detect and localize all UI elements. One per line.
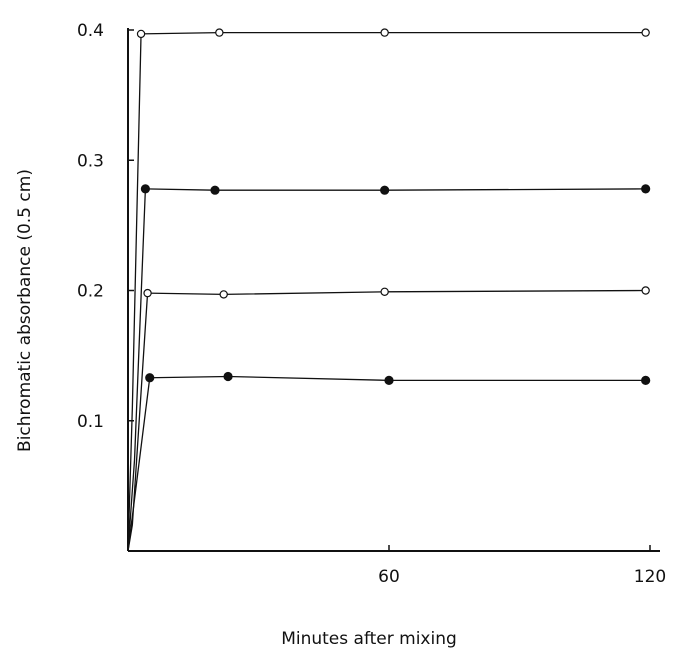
y-tick-label: 0.2 [77, 282, 104, 302]
open-point [380, 28, 389, 37]
filled-point [641, 375, 651, 385]
y-tick-label: 0.4 [77, 21, 104, 41]
x-tick-label: 120 [634, 567, 666, 587]
tick-labels: 60 120 0.1 0.2 0.3 0.4 [77, 21, 666, 587]
filled-point [380, 185, 390, 195]
filled-point [223, 371, 233, 382]
series-rise-line [127, 33, 142, 552]
y-axis-title: Bichromatic absorbance (0.5 cm) [15, 169, 35, 452]
x-axis-title: Minutes after mixing [281, 629, 457, 649]
series-rise-line [127, 188, 147, 552]
series-line [147, 289, 646, 296]
filled-point [210, 185, 220, 195]
open-point [380, 287, 389, 297]
open-point [219, 290, 228, 299]
series-3 [127, 286, 650, 552]
filled-point [641, 184, 651, 194]
open-point [641, 286, 650, 295]
x-tick-label: 60 [378, 567, 400, 587]
axes [127, 28, 660, 552]
open-point [215, 28, 224, 37]
series-line [149, 375, 646, 382]
open-point [641, 28, 650, 37]
y-tick-label: 0.1 [77, 412, 104, 432]
open-point [143, 288, 152, 298]
series-rise-line [127, 377, 151, 552]
filled-point [384, 375, 394, 385]
open-point [136, 29, 146, 39]
series-1 [127, 28, 650, 552]
series-line [141, 31, 646, 35]
y-tick-label: 0.3 [77, 151, 104, 171]
series-2 [127, 184, 651, 552]
filled-point [140, 184, 150, 194]
series-4 [127, 371, 651, 552]
filled-point [145, 373, 155, 383]
series-group [127, 28, 651, 552]
series-line [145, 188, 646, 191]
